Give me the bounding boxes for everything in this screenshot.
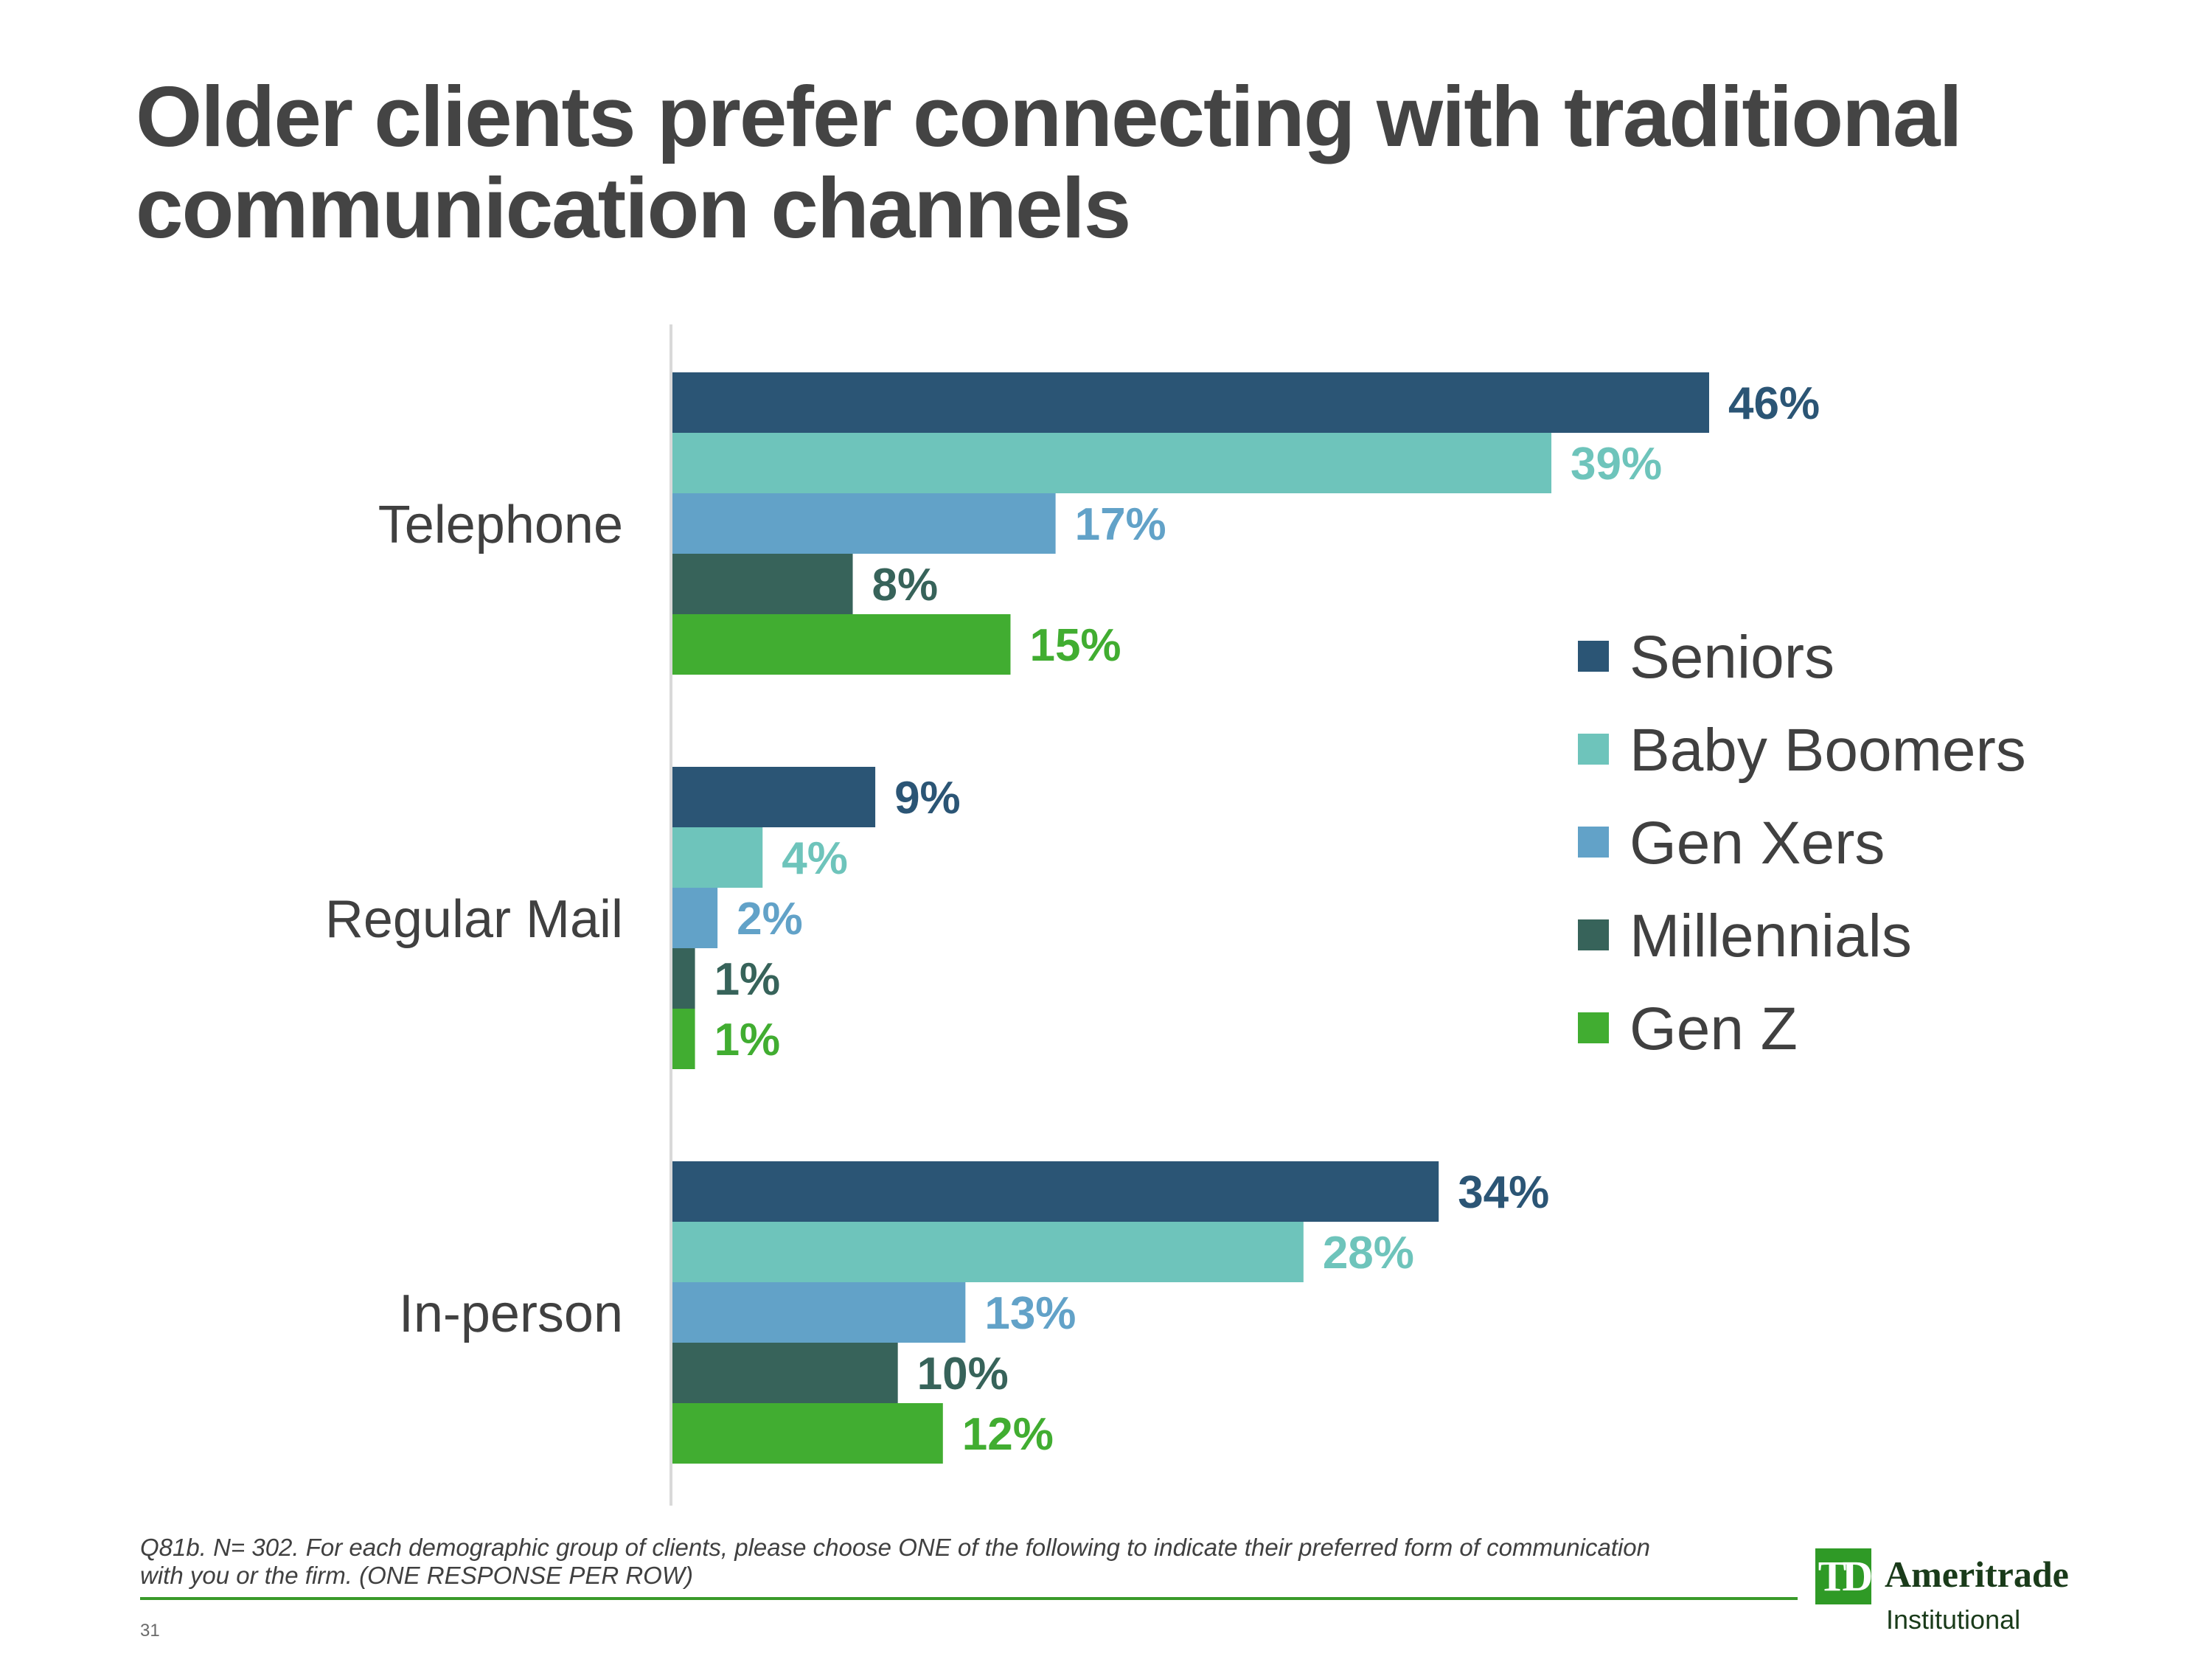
bar-regular-mail-baby-boomers (672, 827, 763, 888)
bar-telephone-seniors (672, 372, 1709, 433)
bar-regular-mail-seniors (672, 767, 876, 827)
bar-regular-mail-gen-xers (672, 888, 718, 948)
value-label-telephone-millennials: 8% (872, 560, 939, 611)
value-label-in-person-seniors: 34% (1458, 1167, 1549, 1218)
value-label-telephone-seniors: 46% (1728, 378, 1820, 429)
legend-swatch-baby-boomers (1578, 734, 1609, 765)
legend-label-gen-xers: Gen Xers (1630, 810, 1885, 877)
legend-swatch-gen-xers (1578, 827, 1609, 858)
bar-telephone-gen-z (672, 614, 1011, 675)
value-label-telephone-gen-xers: 17% (1075, 499, 1166, 550)
bar-telephone-baby-boomers (672, 433, 1552, 493)
value-label-in-person-baby-boomers: 28% (1323, 1228, 1414, 1279)
footnote: Q81b. N= 302. For each demographic group… (140, 1534, 1651, 1589)
bar-regular-mail-millennials (672, 948, 695, 1009)
bar-in-person-gen-xers (672, 1282, 966, 1343)
bar-in-person-baby-boomers (672, 1222, 1304, 1282)
value-label-regular-mail-millennials: 1% (714, 954, 781, 1005)
category-label-in-person: In-person (399, 1284, 623, 1343)
value-label-in-person-millennials: 10% (917, 1349, 1009, 1399)
legend-swatch-seniors (1578, 641, 1609, 672)
bars (672, 372, 1709, 1464)
value-labels: 46% 9% 34% 39% 4% 28% 17% 2% 13% 8% 1% 10% 15% 1% 12% (714, 378, 1820, 1460)
legend-swatch-millennials (1578, 919, 1609, 950)
td-ameritrade-logo: TD Ameritrade Institutional (1815, 1548, 2096, 1644)
category-label-regular-mail: Regular Mail (325, 890, 623, 949)
legend-swatch-gen-z (1578, 1012, 1609, 1043)
value-label-in-person-gen-xers: 13% (984, 1288, 1076, 1339)
bar-in-person-millennials (672, 1343, 898, 1403)
value-label-telephone-baby-boomers: 39% (1571, 439, 1662, 490)
logo-subtitle: Institutional (1886, 1604, 2021, 1635)
category-label-telephone: Telephone (378, 495, 623, 554)
bar-in-person-gen-z (672, 1403, 943, 1464)
value-label-regular-mail-baby-boomers: 4% (782, 833, 848, 884)
value-label-regular-mail-seniors: 9% (894, 773, 961, 824)
bar-telephone-millennials (672, 554, 853, 614)
slide-title: Older clients prefer connecting with tra… (136, 69, 1963, 256)
category-labels: Telephone Regular Mail In-person (325, 495, 623, 1343)
legend-label-gen-z: Gen Z (1630, 995, 1798, 1062)
bar-regular-mail-gen-z (672, 1009, 695, 1069)
value-label-regular-mail-gen-xers: 2% (737, 894, 803, 945)
value-label-regular-mail-gen-z: 1% (714, 1015, 781, 1065)
td-logo-icon: TD (1815, 1548, 1873, 1604)
bar-in-person-seniors (672, 1161, 1439, 1222)
legend-label-seniors: Seniors (1630, 624, 1834, 691)
value-label-in-person-gen-z: 12% (962, 1409, 1054, 1460)
bar-telephone-gen-xers (672, 493, 1056, 554)
logo-name: Ameritrade (1885, 1554, 2069, 1595)
page-number: 31 (140, 1621, 160, 1641)
legend-label-millennials: Millennials (1630, 902, 1912, 970)
legend-label-baby-boomers: Baby Boomers (1630, 717, 2026, 784)
value-label-telephone-gen-z: 15% (1029, 620, 1121, 671)
footer-divider (140, 1597, 1798, 1600)
legend: Seniors Baby Boomers Gen Xers Millennials Ge… (1578, 624, 2026, 1062)
